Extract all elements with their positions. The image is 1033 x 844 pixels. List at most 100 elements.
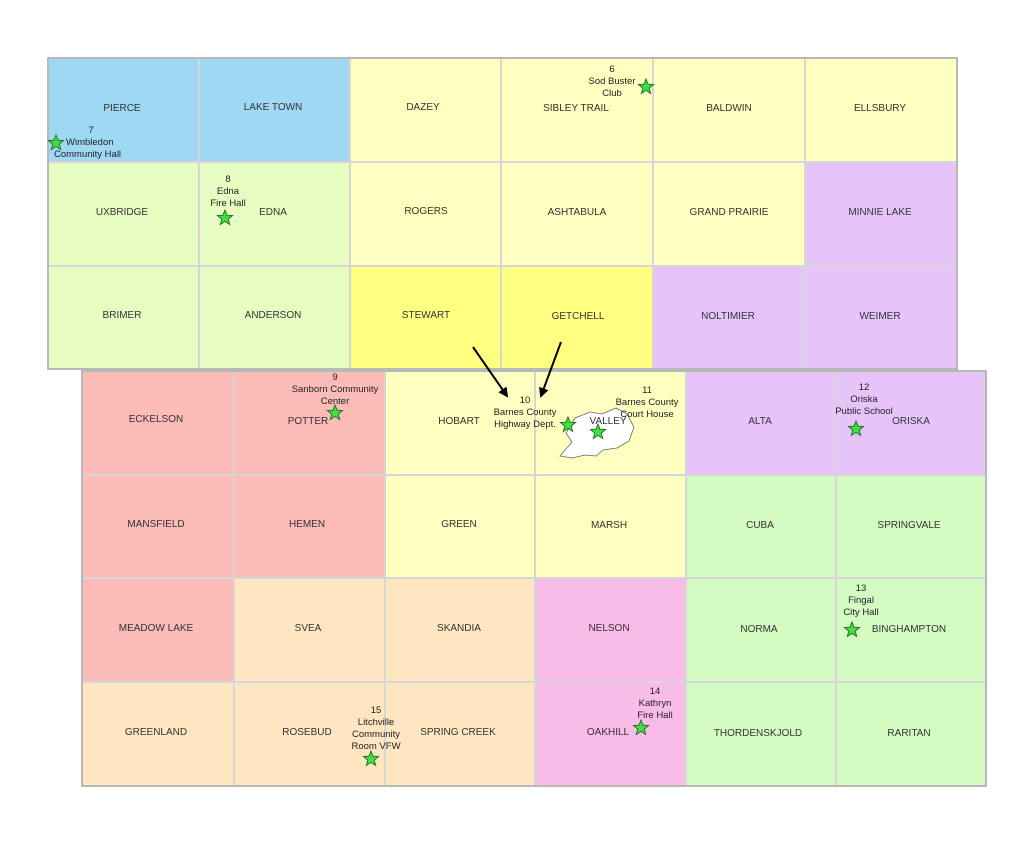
- arrow-getchell-to-highway-dept: [539, 341, 562, 398]
- site-name-line: Fingal: [848, 595, 874, 606]
- arrows: [472, 341, 562, 398]
- site-number: 9: [332, 372, 337, 383]
- township-label-rosebud: ROSEBUD: [282, 727, 331, 738]
- site-number: 7: [88, 125, 93, 136]
- site-name-line: Public School: [835, 406, 893, 417]
- site-name-line: Barnes County: [494, 407, 557, 418]
- township-label-lake-town: LAKE TOWN: [244, 102, 303, 113]
- township-label-baldwin: BALDWIN: [706, 103, 752, 114]
- township-label-ashtabula: ASHTABULA: [548, 207, 607, 218]
- county-outline: [47, 57, 987, 787]
- township-label-green: GREEN: [441, 519, 477, 530]
- township-label-oriska: ORISKA: [892, 416, 930, 427]
- site-name-line: Center: [321, 396, 350, 407]
- site-name-line: Court House: [620, 409, 673, 420]
- township-alta: [685, 370, 837, 476]
- star-icon: [362, 749, 380, 767]
- site-number: 13: [856, 583, 867, 594]
- site-number: 14: [650, 686, 661, 697]
- arrow-stewart-to-highway-dept: [472, 346, 509, 398]
- township-label-binghampton: BINGHAMPTON: [872, 624, 946, 635]
- site-number: 15: [371, 705, 382, 716]
- star-icon: [326, 403, 344, 421]
- township-label-edna: EDNA: [259, 207, 287, 218]
- township-noltimier: [652, 265, 806, 370]
- site-name-line: Highway Dept.: [494, 419, 556, 430]
- site-name-line: Community Hall: [54, 149, 121, 160]
- site-name-line: Fire Hall: [210, 198, 245, 209]
- township-cells: [47, 57, 987, 787]
- township-label-pierce: PIERCE: [103, 103, 141, 114]
- township-getchell: [500, 265, 654, 370]
- north-block-outline: [47, 57, 958, 370]
- star-icon: [632, 718, 650, 736]
- township-label-minnie-lake: MINNIE LAKE: [848, 207, 912, 218]
- township-label-anderson: ANDERSON: [245, 310, 302, 321]
- township-meadow-lake: [81, 577, 235, 683]
- township-label-thordenskjold: THORDENSKJOLD: [714, 728, 802, 739]
- township-raritan: [835, 681, 987, 787]
- township-label-mansfield: MANSFIELD: [127, 519, 184, 530]
- site-name-line: Oriska: [850, 394, 878, 405]
- site-name-line: Wimbledon: [66, 137, 114, 148]
- township-label-cuba: CUBA: [746, 520, 774, 531]
- township-label-raritan: RARITAN: [887, 728, 930, 739]
- south-block-outline: [81, 370, 987, 787]
- township-label-hemen: HEMEN: [289, 519, 325, 530]
- township-marsh: [534, 474, 687, 579]
- township-label-ellsbury: ELLSBURY: [854, 103, 906, 114]
- township-potter: [233, 370, 386, 476]
- site-name-line: Community: [352, 729, 400, 740]
- township-label-nelson: NELSON: [588, 623, 629, 634]
- township-hobart: [384, 370, 536, 476]
- township-label-hobart: HOBART: [438, 416, 480, 427]
- site-name-line: Sanborn Community: [292, 384, 379, 395]
- township-label-eckelson: ECKELSON: [129, 414, 183, 425]
- township-greenland: [81, 681, 235, 787]
- site-name-line: City Hall: [843, 607, 878, 618]
- township-label-grand-prairie: GRAND PRAIRIE: [690, 207, 769, 218]
- site-name-line: Fire Hall: [637, 710, 672, 721]
- star-icon: [559, 415, 577, 433]
- site-number: 11: [642, 385, 652, 396]
- township-ellsbury: [804, 57, 958, 163]
- township-label-sibley-trail: SIBLEY TRAIL: [543, 103, 609, 114]
- township-label-norma: NORMA: [740, 624, 778, 635]
- township-weimer: [804, 265, 958, 370]
- township-pierce: [47, 57, 200, 163]
- township-spring-creek: [384, 681, 536, 787]
- township-label-skandia: SKANDIA: [437, 623, 481, 634]
- site-name-line: Kathryn: [639, 698, 672, 709]
- township-label-greenland: GREENLAND: [125, 727, 187, 738]
- star-icon: [47, 133, 65, 151]
- site-number: 8: [225, 174, 230, 185]
- township-mansfield: [81, 474, 235, 579]
- township-label-svea: SVEA: [295, 623, 322, 634]
- township-lake-town: [198, 57, 351, 163]
- township-label-brimer: BRIMER: [103, 310, 142, 321]
- township-label-spring-creek: SPRING CREEK: [420, 727, 496, 738]
- star-icon: [216, 208, 234, 226]
- site-name-line: Room VFW: [351, 741, 400, 752]
- township-eckelson: [81, 370, 235, 476]
- township-green: [384, 474, 536, 579]
- township-label-oakhill: OAKHILL: [587, 727, 630, 738]
- township-anderson: [198, 265, 351, 370]
- township-label-potter: POTTER: [288, 416, 329, 427]
- township-minnie-lake: [804, 161, 958, 267]
- township-label-uxbridge: UXBRIDGE: [96, 207, 149, 218]
- site-number: 10: [520, 395, 531, 406]
- township-label-alta: ALTA: [748, 416, 772, 427]
- township-ashtabula: [500, 161, 654, 267]
- star-icon: [847, 419, 865, 437]
- star-icon: [843, 620, 861, 638]
- township-label-stewart: STEWART: [402, 310, 450, 321]
